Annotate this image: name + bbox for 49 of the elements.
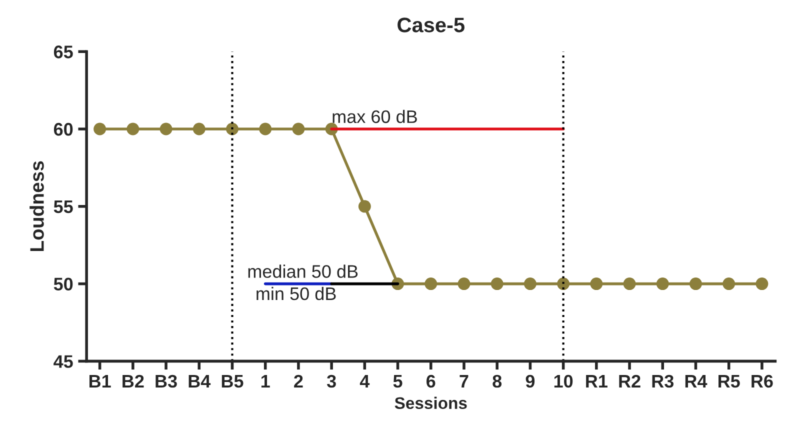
point	[689, 278, 702, 290]
point	[259, 122, 272, 136]
point	[756, 278, 768, 290]
x-tick-label: B2	[122, 374, 144, 388]
point	[94, 122, 106, 136]
point	[292, 122, 305, 136]
x-tick-label: R5	[718, 375, 740, 388]
x-tick-label: R2	[619, 374, 640, 388]
point	[590, 278, 603, 290]
x-tick-label: 10	[554, 374, 573, 388]
y-axis-title: Loudness	[30, 161, 44, 252]
point	[424, 278, 438, 290]
y-tick-label: 60	[54, 122, 73, 136]
x-tick-label: 5	[393, 375, 402, 388]
x-tick-label: 3	[326, 374, 336, 388]
point	[160, 122, 172, 136]
x-tick-label: 9	[526, 374, 535, 388]
point	[524, 278, 536, 290]
x-tick-label: B3	[156, 374, 177, 388]
point	[192, 122, 206, 136]
point	[458, 278, 470, 290]
y-tick-label: 45	[54, 355, 73, 368]
x-tick-label: 8	[492, 374, 502, 388]
x-tick-label: 1	[261, 375, 270, 388]
x-axis-title: Sessions	[394, 396, 467, 410]
y-tick-label: 55	[54, 200, 73, 214]
point	[722, 278, 736, 290]
x-tick-label: 6	[426, 374, 436, 388]
x-tick-label: B4	[188, 375, 211, 388]
point	[656, 278, 669, 290]
y-tick-label: 50	[54, 278, 73, 291]
x-tick-label: 7	[460, 375, 468, 388]
annotation: max 60 dB	[332, 110, 417, 124]
point	[126, 122, 140, 136]
point	[358, 200, 371, 213]
x-tick-label: R3	[652, 374, 674, 388]
point	[490, 278, 504, 290]
x-tick-label: B5	[222, 375, 244, 388]
x-tick-label: 2	[294, 374, 303, 388]
chart-title: Case-5	[398, 18, 464, 32]
x-tick-label: R6	[752, 374, 773, 388]
x-tick-label: B1	[89, 375, 111, 388]
x-tick-label: R4	[685, 375, 708, 388]
y-tick-label: 65	[54, 46, 73, 58]
annotation: median 50 dB	[248, 264, 358, 278]
annotation: min 50 dB	[256, 286, 336, 300]
point	[623, 278, 636, 290]
x-tick-label: R1	[586, 375, 608, 388]
x-tick-label: 4	[360, 375, 370, 388]
